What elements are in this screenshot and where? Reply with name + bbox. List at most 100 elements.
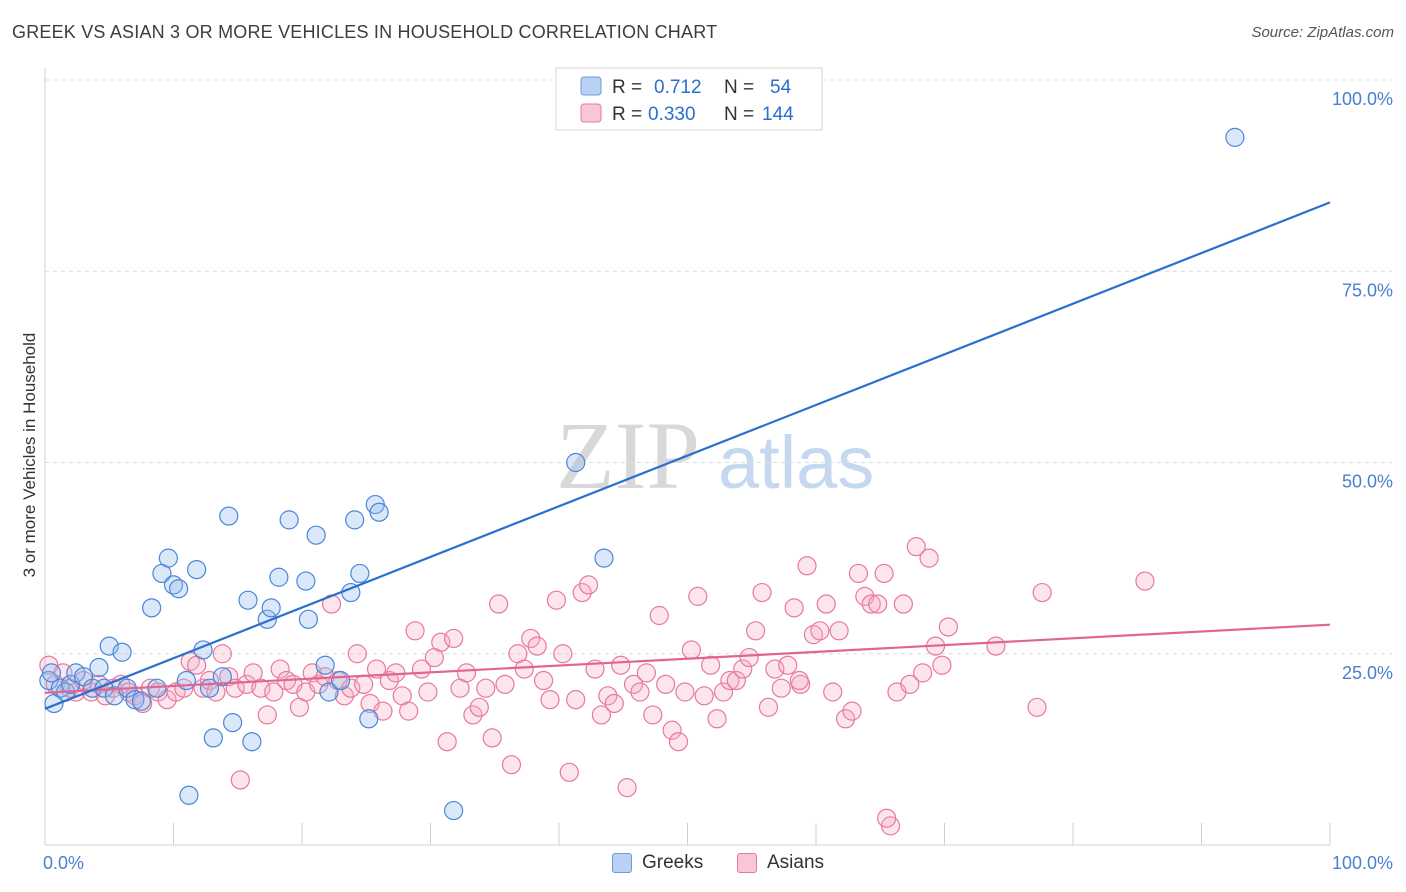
asians-swatch [737, 853, 757, 873]
greeks-point-8 [89, 657, 109, 678]
asians-point-33 [270, 659, 290, 679]
greeks-point-37 [296, 571, 316, 591]
greeks-point-20 [163, 575, 184, 595]
asians-point-118 [816, 594, 836, 614]
legend-swatch-greeks [580, 76, 602, 96]
asians-point-54 [405, 621, 425, 641]
legend-swatch-asians [580, 103, 602, 123]
asians-point-68 [495, 674, 515, 694]
greeks-point-30 [223, 712, 243, 733]
asians-point-133 [913, 663, 933, 683]
greeks-point-39 [306, 525, 326, 545]
legend-greeks-n-value: 54 [770, 77, 792, 98]
axes [44, 68, 1331, 846]
y-tick-label-75: 75.0% [1342, 280, 1393, 300]
asians-point-107 [746, 621, 766, 641]
legend-asians-r-label: R = [612, 104, 642, 125]
asians-point-62 [456, 663, 477, 683]
greeks-point-29 [219, 506, 239, 526]
asians-point-45 [347, 644, 367, 664]
legend-asians-n-label: N = [724, 104, 754, 125]
asians-point-131 [900, 674, 920, 694]
asians-point-87 [617, 778, 637, 798]
asians-point-27 [230, 770, 250, 790]
asians-point-119 [823, 682, 843, 702]
asians-point-53 [399, 701, 419, 721]
asians-point-71 [514, 659, 534, 679]
asians-point-84 [598, 686, 618, 706]
asians-point-127 [874, 563, 894, 584]
y-tick-label-50: 50.0% [1342, 472, 1393, 492]
asians-point-112 [778, 655, 798, 675]
asians-point-106 [739, 647, 759, 668]
asians-point-58 [431, 632, 451, 652]
greeks-point-31 [238, 590, 258, 610]
asians-point-59 [437, 732, 457, 752]
asians-point-30 [251, 678, 271, 698]
asians-point-92 [649, 605, 669, 626]
greeks-point-15 [131, 691, 151, 711]
asians-point-111 [771, 678, 791, 698]
greeks-trend-line [44, 201, 1331, 710]
asians-point-141 [1135, 571, 1155, 591]
asians-point-136 [932, 655, 952, 675]
asians-point-86 [611, 655, 631, 675]
asians-point-109 [758, 697, 779, 717]
asians-point-132 [906, 537, 926, 557]
greeks-point-14 [125, 690, 145, 710]
gridlines [45, 79, 1392, 655]
asians-point-76 [546, 590, 567, 610]
greeks-point-48 [369, 502, 389, 522]
asians-point-79 [566, 690, 586, 710]
asians-trend-line [44, 623, 1331, 694]
asians-point-85 [604, 693, 624, 714]
asians-point-50 [379, 670, 399, 691]
asians-point-77 [553, 644, 573, 664]
greeks-points [39, 127, 1245, 821]
greeks-point-53 [41, 663, 62, 683]
asians-point-96 [675, 682, 695, 702]
asians-point-102 [713, 682, 734, 702]
asians-point-99 [694, 686, 714, 706]
asians-point-123 [848, 563, 869, 584]
watermark: ZIP atlas [556, 402, 874, 509]
greeks-point-36 [279, 510, 299, 530]
asians-point-32 [264, 682, 284, 702]
asians-point-104 [726, 670, 746, 691]
legend-asians-n-value: 144 [762, 104, 794, 125]
asians-point-143 [789, 670, 809, 691]
asians-point-121 [835, 709, 856, 729]
asians-point-105 [733, 659, 753, 679]
asians-point-69 [501, 755, 522, 775]
asians-point-73 [527, 636, 547, 656]
trend-lines [44, 201, 1331, 710]
asians-point-98 [688, 586, 708, 606]
legend-greeks-r-label: R = [612, 77, 642, 98]
greeks-point-46 [359, 709, 379, 729]
bottom-legend: Greeks Asians [0, 852, 1406, 878]
watermark-zip: ZIP [556, 402, 700, 509]
asians-points [39, 537, 1155, 836]
greeks-point-41 [319, 682, 339, 702]
bottom-legend-greeks: Greeks [612, 852, 703, 874]
greeks-point-49 [444, 800, 464, 821]
greeks-point-38 [298, 609, 319, 629]
greeks-point-45 [350, 563, 370, 584]
asians-point-110 [765, 659, 785, 679]
greeks-point-35 [269, 567, 289, 587]
chart-title: GREEK VS ASIAN 3 OR MORE VEHICLES IN HOU… [12, 22, 718, 42]
greeks-point-21 [169, 579, 189, 599]
greeks-point-34 [261, 598, 281, 618]
greeks-point-44 [345, 510, 365, 530]
greeks-point-28 [212, 667, 232, 687]
asians-point-103 [720, 670, 740, 691]
asians-point-108 [752, 582, 772, 603]
asians-point-101 [707, 709, 727, 729]
legend-asians-r-value: 0.330 [648, 104, 696, 125]
asians-point-122 [842, 701, 862, 721]
asians-point-44 [341, 678, 361, 698]
asians-point-39 [309, 674, 329, 694]
greeks-swatch [612, 853, 632, 873]
asians-point-88 [623, 674, 644, 694]
